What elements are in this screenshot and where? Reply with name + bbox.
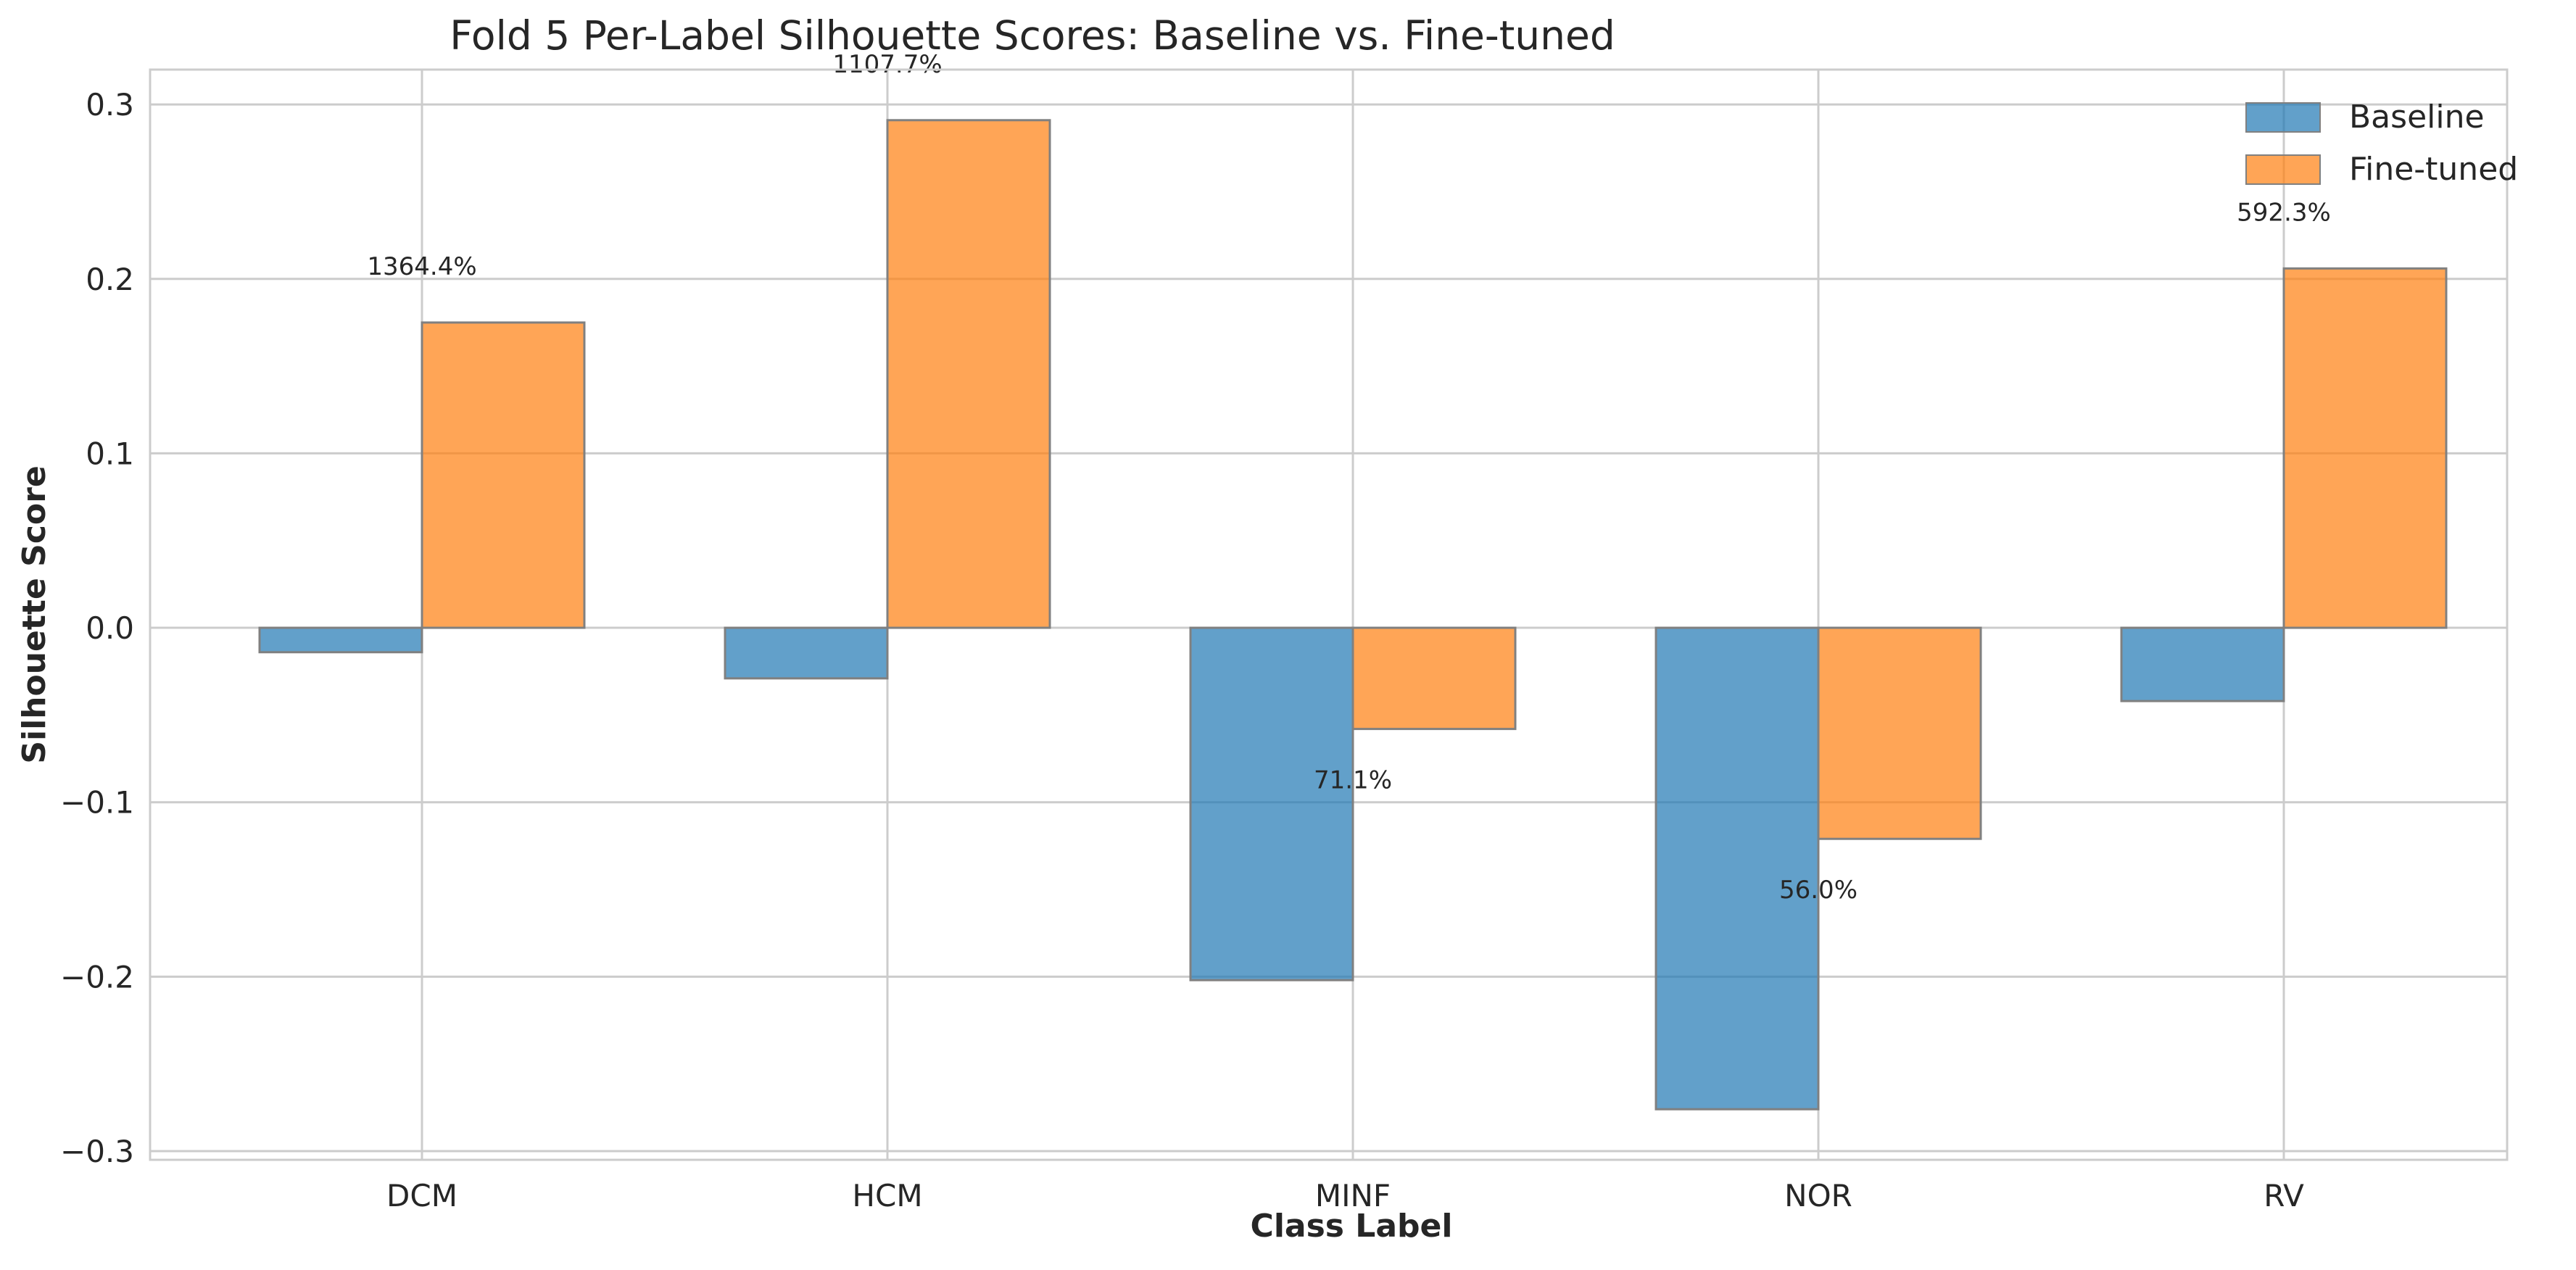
y-tick-label: 0.2 [86,262,134,297]
bar-fine-tuned-dcm [421,321,586,629]
bar-baseline-minf [1189,626,1354,981]
y-tick-label: 0.0 [86,610,134,646]
data-label-dcm: 1364.4% [367,252,476,281]
bar-baseline-nor [1654,626,1820,1111]
x-tick-label-hcm: HCM [852,1178,922,1213]
data-label-hcm: 1107.7% [832,50,942,79]
data-label-minf: 71.1% [1314,766,1392,795]
bar-fine-tuned-rv [2282,267,2448,629]
legend-label-baseline: Baseline [2349,99,2485,136]
y-tick-label: 0.3 [86,87,134,123]
y-tick-label: −0.2 [60,959,134,995]
legend-swatch-fine-tuned [2245,154,2321,185]
bars-layer [258,119,2448,1111]
x-tick-label-rv: RV [2264,1178,2304,1213]
y-tick-label: −0.3 [60,1134,134,1169]
x-tick-label-dcm: DCM [386,1178,457,1213]
data-label-rv: 592.3% [2237,198,2331,227]
x-tick-label-nor: NOR [1784,1178,1852,1213]
ticks-layer: 0.3 0.2 0.1 0.0 −0.1 −0.2 −0.3 DCM HCM MINF NOR RV [60,87,2304,1213]
x-tick-label-minf: MINF [1315,1178,1391,1213]
y-tick-label: 0.1 [86,436,134,471]
y-axis-title: Silhouette Score [16,465,53,763]
plot-frame [149,68,2509,1161]
legend-label-fine-tuned: Fine-tuned [2349,151,2518,188]
bar-baseline-rv [2120,626,2285,702]
legend: Baseline Fine-tuned [2245,99,2518,188]
data-label-nor: 56.0% [1779,876,1858,905]
legend-swatch-baseline [2245,102,2321,133]
chart-title: Fold 5 Per-Label Silhouette Scores: Base… [450,12,1615,59]
labels-layer: 1364.4% 1107.7% 71.1% 56.0% 592.3% [367,50,2330,905]
y-tick-label: −0.1 [60,785,134,821]
bar-fine-tuned-nor [1817,626,1982,840]
bar-fine-tuned-hcm [886,119,1051,629]
bar-fine-tuned-minf [1351,626,1517,731]
bar-baseline-dcm [258,626,423,654]
bar-baseline-hcm [724,626,889,680]
x-axis-title: Class Label [1251,1208,1453,1245]
